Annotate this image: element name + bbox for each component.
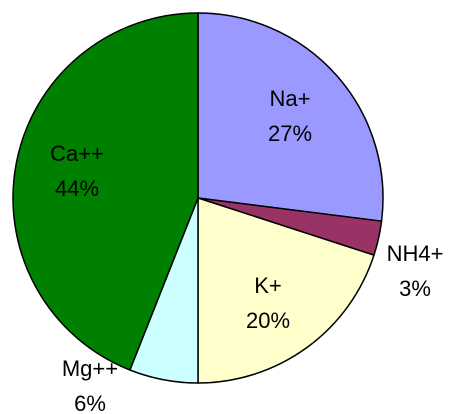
- pie-slice: [197, 196, 375, 384]
- slice-label: Ca++: [50, 141, 104, 166]
- slice-value-label: 6%: [74, 391, 106, 414]
- slice-value-label: 27%: [268, 121, 312, 146]
- slice-value-label: 44%: [55, 176, 99, 201]
- slice-label: Na+: [270, 86, 311, 111]
- slice-label: K+: [254, 273, 282, 298]
- slice-value-label: 20%: [246, 308, 290, 333]
- slice-label: Mg++: [62, 356, 118, 381]
- pie-slice: [12, 12, 199, 371]
- slice-label: NH4+: [387, 241, 444, 266]
- slice-value-label: 3%: [399, 276, 431, 301]
- pie-slice: [197, 12, 384, 223]
